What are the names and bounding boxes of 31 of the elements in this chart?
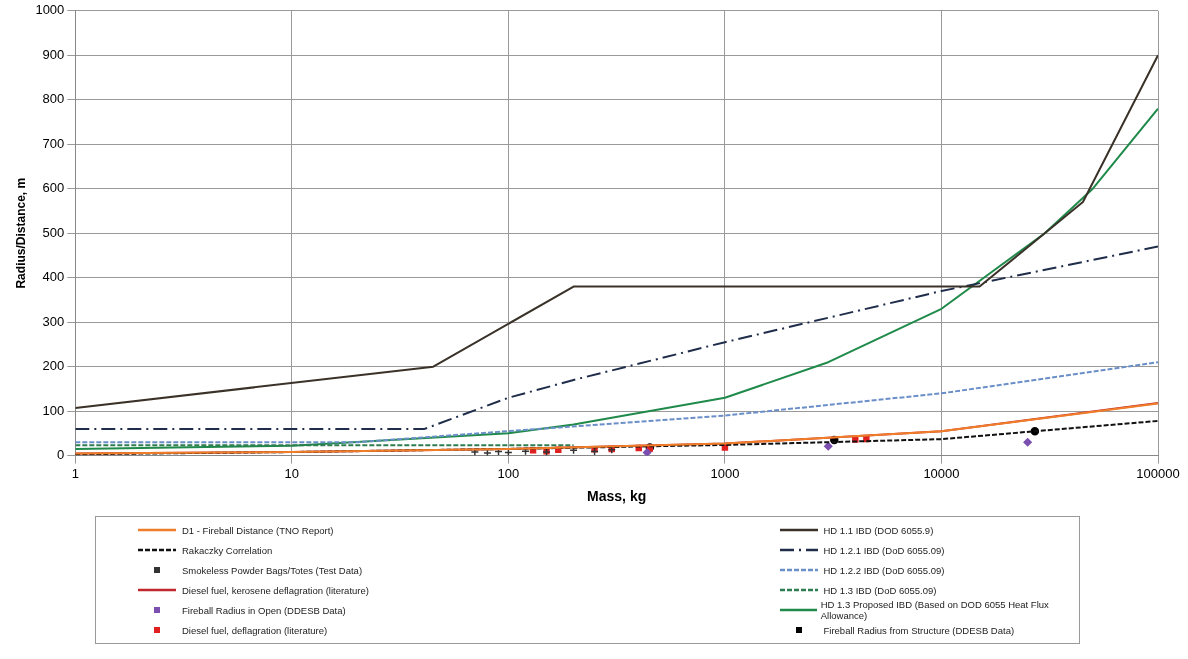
legend-label: HD 1.3 Proposed IBD (Based on DOD 6055 Heat Flux Allowance) xyxy=(820,599,1050,621)
y-tick-label: 900 xyxy=(42,46,65,62)
y-axis-title: Radius/Distance, m xyxy=(13,177,28,289)
y-tick-label: 400 xyxy=(42,269,65,285)
legend-label: Rakaczky Correlation xyxy=(182,544,273,556)
x-axis-title: Mass, kg xyxy=(587,488,647,505)
y-tick-label: 800 xyxy=(42,91,65,107)
x-tick-label: 10000 xyxy=(923,465,960,481)
y-tick-label: 0 xyxy=(57,447,65,463)
legend-label: Diesel fuel, kerosene deflagration (literature) xyxy=(182,584,369,596)
y-tick-label: 200 xyxy=(42,358,65,374)
x-tick-label: 100000 xyxy=(1136,465,1180,481)
legend-label: Diesel fuel, deflagration (literature) xyxy=(182,624,328,636)
y-tick-label: 600 xyxy=(42,180,65,196)
x-tick-label: 1 xyxy=(71,465,79,481)
legend-label: HD 1.1 IBD (DOD 6055.9) xyxy=(823,524,934,536)
legend-label: HD 1.2.1 IBD (DoD 6055.09) xyxy=(823,544,945,556)
y-tick-label: 700 xyxy=(42,135,65,151)
y-tick-label: 500 xyxy=(42,224,65,240)
legend-label: HD 1.3 IBD (DoD 6055.09) xyxy=(823,584,937,596)
legend-label: D1 - Fireball Distance (TNO Report) xyxy=(182,524,334,536)
legend-label: HD 1.2.2 IBD (DoD 6055.09) xyxy=(823,564,945,576)
x-tick-label: 1000 xyxy=(710,465,740,481)
legend-label: Smokeless Powder Bags/Totes (Test Data) xyxy=(182,564,363,576)
x-tick-label: 10 xyxy=(284,465,300,481)
y-tick-label: 1000 xyxy=(35,2,65,18)
x-tick-label: 100 xyxy=(497,465,520,481)
legend-label: Fireball Radius from Structure (DDESB Data) xyxy=(823,624,1015,636)
legend-label: Fireball Radius in Open (DDESB Data) xyxy=(182,604,346,616)
y-tick-label: 100 xyxy=(42,402,65,418)
y-tick-label: 300 xyxy=(42,313,65,329)
